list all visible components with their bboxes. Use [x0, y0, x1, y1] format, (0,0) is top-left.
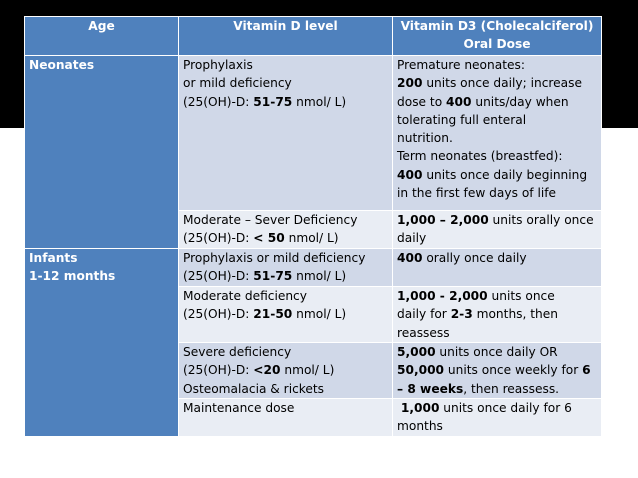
level-cell: Severe deficiency (25(OH)-D: <20 nmol/ L…	[178, 342, 393, 399]
table-row: Maintenance dose 1,000 units once daily …	[25, 398, 602, 437]
age-neonates: Neonates	[24, 55, 179, 249]
dose-cell: 1,000 - 2,000 units once daily for 2-3 m…	[392, 286, 602, 343]
dose-line: 5,000 units once daily OR	[397, 345, 558, 359]
level-line: Osteomalacia & rickets	[183, 381, 325, 396]
dose-line: Premature neonates:	[397, 58, 525, 72]
age-infants: Infants 1-12 months	[24, 248, 179, 437]
table-row: Moderate deficiency (25(OH)-D: 21-50 nmo…	[25, 286, 602, 343]
level-cell: Prophylaxis or mild deficiency (25(OH)-D…	[178, 248, 393, 287]
dose-line: 1,000 units once daily for 6	[400, 401, 572, 415]
dose-line: reassess	[397, 325, 450, 340]
dose-line: months	[397, 419, 443, 434]
dose-line: daily for 2-3 months, then	[397, 307, 558, 322]
table-row: Neonates Prophylaxis or mild deficiency …	[24, 55, 602, 249]
level-line: (25(OH)-D: 51-75 nmol/ L)	[183, 93, 388, 111]
level-line: Severe deficiency	[183, 345, 292, 359]
dose-cell: Premature neonates: 200 units once daily…	[392, 55, 602, 211]
table-row: Infants 1-12 months Prophylaxis or mild …	[24, 248, 602, 437]
table-row: Moderate – Sever Deficiency (25(OH)-D: <…	[25, 210, 602, 249]
dose-line: Term neonates (breastfed):	[397, 149, 563, 164]
level-line: (25(OH)-D: <20 nmol/ L)	[183, 363, 335, 378]
level-line: (25(OH)-D: < 50 nmol/ L)	[183, 231, 339, 246]
header-oral-dose: Vitamin D3 (Cholecalciferol) Oral Dose	[392, 16, 602, 56]
dose-line: daily	[397, 231, 427, 246]
level-line: Maintenance dose	[183, 401, 295, 415]
dose-line: 200 units once daily; increase	[397, 76, 582, 91]
header-row: Age Vitamin D level Vitamin D3 (Cholecal…	[24, 16, 602, 56]
dose-line: nutrition.	[397, 131, 453, 146]
text-fragment: nmol/ L)	[292, 94, 347, 109]
dose-line: 50,000 units once weekly for 6	[397, 363, 591, 378]
dose-line: – 8 weeks, then reassess.	[397, 381, 560, 396]
dose-line: dose to 400 units/day when	[397, 94, 569, 109]
level-line: (25(OH)-D: 51-75 nmol/ L)	[183, 269, 347, 284]
dose-line: in the first few days of life	[397, 186, 557, 201]
dose-cell: 1,000 units once daily for 6 months	[392, 398, 602, 437]
dose-cell: 400 orally once daily	[392, 248, 602, 287]
level-line: Prophylaxis	[183, 58, 253, 72]
header-vitamin-d-level: Vitamin D level	[178, 16, 393, 56]
vitamin-d-table: Age Vitamin D level Vitamin D3 (Cholecal…	[24, 16, 602, 437]
level-line: Prophylaxis or mild deficiency	[183, 251, 366, 265]
dose-cell: 1,000 – 2,000 units orally once daily	[392, 210, 602, 249]
dose-cell: 5,000 units once daily OR 50,000 units o…	[392, 342, 602, 399]
level-line: Moderate – Sever Deficiency	[183, 213, 358, 227]
dose-line: 400 orally once daily	[397, 251, 527, 265]
level-line: Moderate deficiency	[183, 289, 307, 303]
level-line: or mild deficiency	[183, 76, 292, 91]
dose-line: 400 units once daily beginning	[397, 167, 588, 182]
dose-line: tolerating full enteral	[397, 112, 527, 127]
table-row: Severe deficiency (25(OH)-D: <20 nmol/ L…	[25, 342, 602, 399]
header-age: Age	[24, 16, 179, 56]
level-cell: Moderate – Sever Deficiency (25(OH)-D: <…	[178, 210, 393, 249]
level-cell: Prophylaxis or mild deficiency (25(OH)-D…	[178, 55, 393, 211]
level-line: (25(OH)-D: 21-50 nmol/ L)	[183, 307, 347, 322]
dose-line: 1,000 - 2,000 units once	[397, 289, 555, 303]
text-fragment: (25(OH)-D:	[183, 94, 254, 109]
dose-line: 1,000 – 2,000 units orally once	[397, 213, 594, 227]
level-cell: Moderate deficiency (25(OH)-D: 21-50 nmo…	[178, 286, 393, 343]
text-fragment: 51-75	[253, 94, 293, 109]
level-cell: Maintenance dose	[178, 398, 393, 437]
